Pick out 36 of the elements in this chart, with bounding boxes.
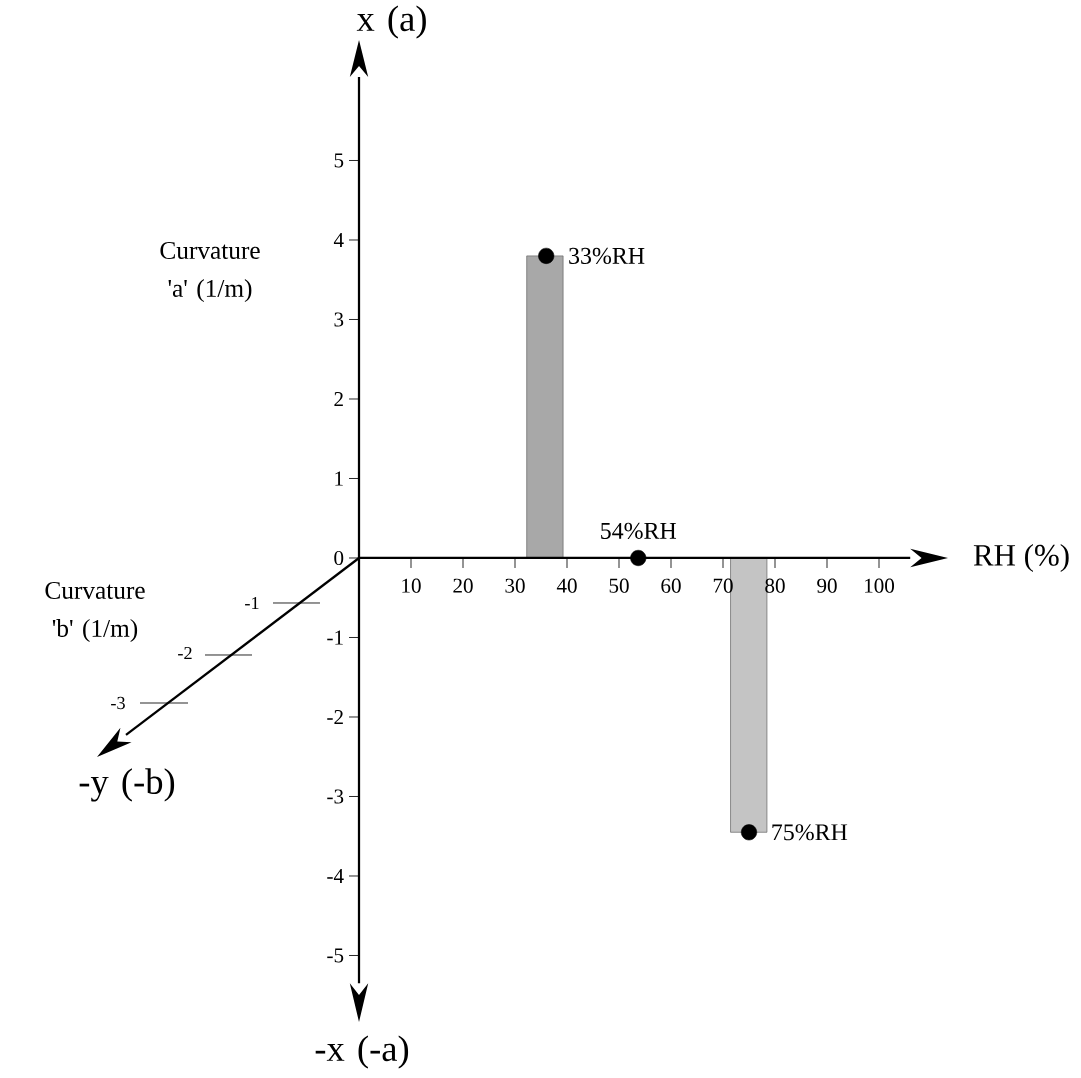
x-axis-title: RH (%) — [973, 543, 1069, 573]
x-tick-label: 10 — [402, 578, 421, 593]
x-tick-label: 30 — [505, 578, 525, 593]
text: Curvature 'b' (1/m) — [45, 581, 145, 643]
y-tick-label: -4 — [327, 869, 344, 883]
point — [741, 824, 758, 841]
annotation: 54%RH — [601, 522, 677, 539]
y-tick-label: 3 — [334, 312, 344, 327]
text: -2 — [178, 646, 192, 660]
text: -1 — [245, 596, 259, 610]
x-tick-label: 20 — [453, 578, 473, 593]
annotation: 33%RH — [569, 247, 645, 264]
point — [538, 247, 555, 264]
x-tick-label: 90 — [817, 578, 837, 593]
x-tick-label: 100 — [865, 578, 895, 593]
x-tick-label: 50 — [609, 578, 629, 593]
annotation: 75%RH — [772, 824, 848, 841]
y-tick-label: 5 — [334, 153, 344, 168]
text: -y (-b) — [79, 768, 175, 802]
text: x (a) — [356, 5, 426, 39]
x-tick-label: 40 — [556, 578, 577, 593]
y-tick-label: 1 — [335, 471, 343, 486]
point — [630, 549, 647, 567]
y-tick-label: 4 — [333, 233, 344, 247]
x-tick-label: 60 — [661, 578, 681, 593]
y-tick-label: -1 — [327, 630, 343, 645]
y-tick-label: 2 — [334, 392, 343, 406]
y-tick-label: 0 — [334, 550, 344, 566]
x-tick-label: 80 — [765, 578, 785, 593]
y-tick-label: -5 — [327, 948, 344, 963]
text: -3 — [111, 696, 125, 710]
x-tick-label: 70 — [713, 578, 733, 593]
text: -x (-a) — [315, 1035, 409, 1069]
y-tick-label: -3 — [327, 789, 344, 804]
y-axis-title: Curvature 'a' (1/m) — [160, 241, 260, 303]
y-tick-label: -2 — [327, 710, 343, 724]
